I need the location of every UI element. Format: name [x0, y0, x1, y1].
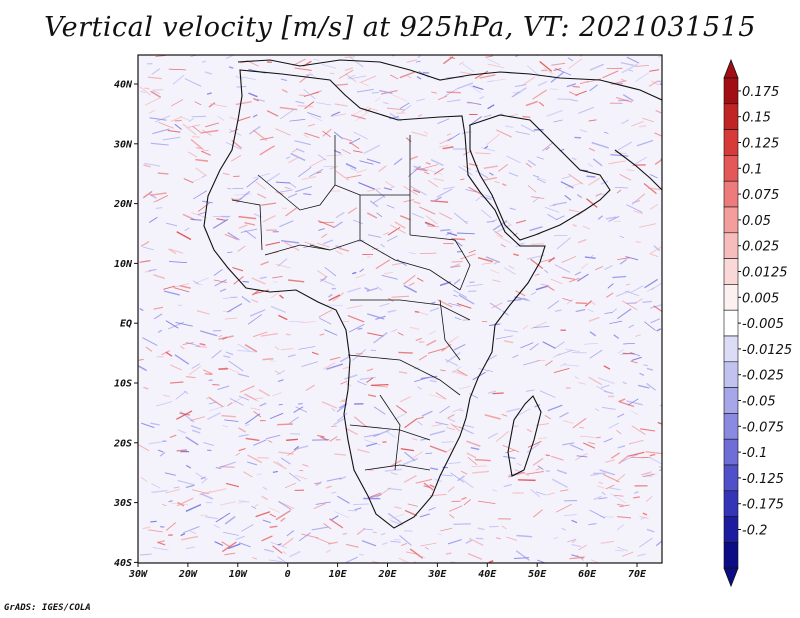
colorbar-label: -0.0125 — [742, 343, 792, 358]
colorbar-label: -0.125 — [742, 472, 784, 487]
colorbar-swatch — [723, 180, 739, 208]
lon-tick-label: 30W — [128, 569, 148, 580]
europe-coastline — [237, 59, 662, 101]
lat-tick-label: 20N — [113, 199, 133, 210]
colorbar-swatch — [723, 438, 739, 466]
lat-tick-label: 10N — [114, 259, 133, 270]
colorbar-label: 0.0125 — [742, 266, 788, 281]
lat-tick-label: EQ — [120, 319, 132, 330]
colorbar-swatch — [723, 413, 739, 440]
colorbar-label: -0.075 — [742, 420, 784, 435]
colorbar-swatch — [723, 206, 739, 234]
colorbar-swatch — [723, 77, 739, 105]
map-title: Vertical velocity [m/s] at 925hPa, VT: 2… — [44, 12, 756, 43]
africa-coastline — [203, 69, 546, 529]
colorbar-top-arrow — [723, 58, 739, 79]
plot-frame — [137, 54, 663, 564]
lon-tick-label: 10W — [229, 569, 248, 580]
colorbar-swatch — [723, 490, 739, 517]
colorbar-label: -0.175 — [742, 498, 784, 513]
colorbar-swatch — [723, 155, 739, 182]
lon-tick-label: 20E — [377, 569, 397, 580]
coastlines — [203, 59, 662, 529]
lon-tick-label: 50E — [528, 569, 547, 580]
colorbar-swatch — [723, 464, 739, 492]
colorbar-label: 0.1 — [742, 162, 763, 177]
colorbar-label: -0.05 — [742, 395, 776, 410]
country-borders — [231, 135, 471, 471]
colorbar-swatch — [723, 129, 739, 156]
lon-tick-label: 40E — [478, 569, 497, 580]
arabia-coastline — [469, 114, 611, 241]
colorbar-label: -0.025 — [742, 369, 784, 384]
lon-tick-label: 20W — [178, 569, 198, 580]
lon-tick-label: 10E — [329, 569, 348, 580]
colorbar-label: 0.005 — [742, 291, 779, 306]
lat-tick-label: 30N — [113, 139, 133, 150]
lat-tick-label: 10S — [114, 379, 132, 390]
colorbar-label: 0.175 — [742, 85, 779, 100]
colorbar-swatch — [723, 542, 739, 569]
colorbar-swatch — [723, 516, 739, 543]
colorbar-label: 0.025 — [742, 240, 779, 255]
grads-credit: GrADS: IGES/COLA — [4, 603, 91, 613]
lat-tick-label: 30S — [113, 498, 132, 509]
colorbar-swatch — [723, 232, 739, 259]
velocity-field — [138, 55, 662, 563]
lat-tick-label: 20S — [113, 438, 132, 449]
longitude-axis: 30W 20W 10W 0 10E 20E 30E 40E 50E 60E 70E — [128, 563, 647, 580]
colorbar: 0.175 0.15 0.125 0.1 0.075 0.05 0.025 0.0125 0.0… — [723, 58, 792, 588]
colorbar-label: 0.15 — [742, 111, 771, 126]
latitude-axis: 40N 30N 20N 10N EQ 10S 20S 30S 40S — [113, 80, 138, 569]
colorbar-swatch — [723, 258, 739, 285]
colorbar-swatch — [723, 103, 739, 130]
colorbar-swatch — [723, 284, 739, 311]
colorbar-label: -0.005 — [742, 317, 784, 332]
colorbar-label: 0.125 — [742, 137, 779, 152]
lon-tick-label: 60E — [578, 569, 597, 580]
lon-tick-label: 30E — [427, 569, 447, 580]
madagascar-coastline — [507, 395, 542, 477]
colorbar-swatch — [723, 361, 739, 388]
lat-tick-label: 40S — [114, 558, 132, 569]
colorbar-bottom-arrow — [723, 567, 739, 588]
lat-tick-label: 40N — [114, 80, 133, 91]
india-coastline — [614, 149, 662, 191]
colorbar-swatch — [723, 335, 739, 363]
colorbar-label: 0.05 — [742, 214, 771, 229]
lon-tick-label: 70E — [628, 569, 647, 580]
colorbar-swatch — [723, 387, 739, 414]
colorbar-swatch — [723, 309, 739, 337]
colorbar-label: -0.2 — [742, 524, 767, 539]
colorbar-label: 0.075 — [742, 188, 779, 203]
colorbar-label: -0.1 — [742, 446, 767, 461]
lon-tick-label: 0 — [285, 569, 291, 580]
